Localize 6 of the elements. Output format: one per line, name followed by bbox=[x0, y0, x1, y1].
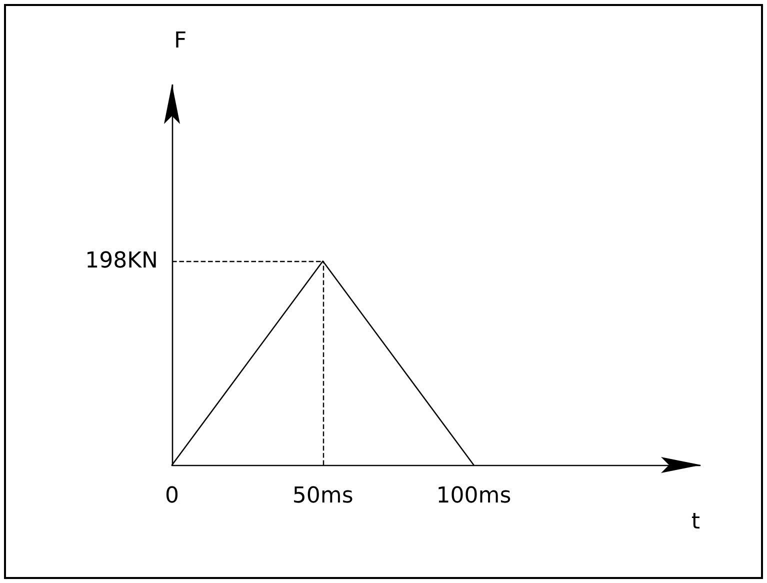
x-axis-title: t bbox=[691, 510, 700, 534]
x-tick-label: 0 bbox=[165, 484, 179, 508]
x-tick-label: 50ms bbox=[292, 484, 354, 508]
ref-line-label: 198KN bbox=[85, 248, 158, 274]
text: F bbox=[174, 28, 187, 54]
x-tick-label: 100ms bbox=[436, 484, 512, 508]
